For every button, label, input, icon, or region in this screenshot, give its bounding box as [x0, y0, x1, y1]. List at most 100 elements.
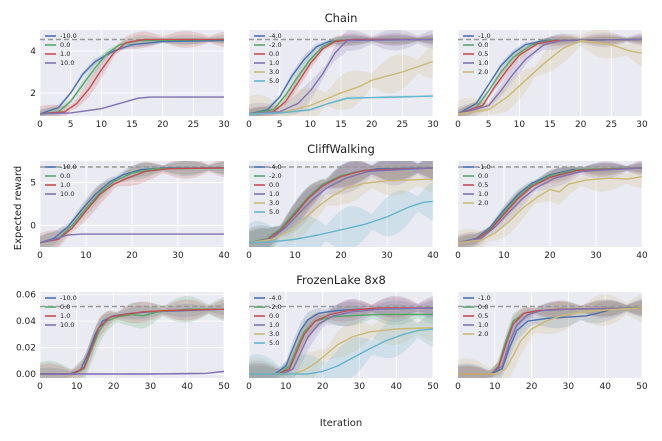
legend-entry: 1.0	[478, 59, 488, 67]
legend-entry: -1.0	[478, 294, 491, 302]
y-tick-label: 4	[30, 47, 36, 57]
x-tick-label: 20	[108, 382, 120, 392]
x-tick-label: 20	[526, 382, 538, 392]
series-line-purple	[249, 38, 433, 115]
series-line-blue	[458, 38, 642, 115]
legend: -10.00.01.010.0	[45, 294, 77, 329]
series-line-cyan	[249, 200, 433, 244]
series-line-green	[249, 38, 433, 115]
legend-entry: 3.0	[269, 68, 279, 76]
subplot-5: 0 10 20 30 40 -1.00.00.51.02.0	[455, 161, 648, 261]
series-line-purple	[249, 307, 433, 375]
x-tick-label: 20	[575, 120, 587, 130]
series-line-cyan	[249, 328, 433, 375]
legend-entry: 0.0	[60, 172, 70, 180]
x-tick-label: 0	[455, 120, 461, 130]
legend-entry: -2.0	[269, 41, 282, 49]
legend-entry: 1.0	[269, 190, 279, 198]
legend: -10.00.01.010.0	[45, 163, 77, 198]
legend: -1.00.00.51.02.0	[463, 294, 491, 338]
legend-entry: 2.0	[478, 199, 488, 207]
x-tick-label: 30	[172, 251, 184, 261]
series-line-purple	[458, 167, 642, 244]
series-line-cyan	[249, 95, 433, 115]
x-tick-label: 30	[354, 382, 366, 392]
x-tick-label: 10	[280, 382, 292, 392]
subplot-6: 0 10 20 30 40 500.000.020.040.06 -10.00.01.010…	[16, 273, 386, 392]
legend-entry: 1.0	[60, 181, 70, 189]
x-tick-label: 30	[563, 382, 575, 392]
x-tick-label: 50	[218, 382, 230, 392]
legend: -4.0-2.00.01.03.05.0	[254, 163, 282, 216]
legend: -4.0-2.00.01.03.05.0	[254, 32, 282, 85]
x-tick-label: 15	[126, 120, 137, 130]
series-line-khaki	[249, 178, 433, 244]
x-tick-label: 25	[606, 120, 617, 130]
x-tick-label: 20	[366, 120, 378, 130]
legend-entry: -1.0	[478, 163, 491, 171]
plot-area	[458, 293, 642, 378]
x-tick-label: 5	[486, 120, 492, 130]
legend-entry: -10.0	[60, 32, 77, 40]
legend: -4.0-2.00.01.03.05.0	[254, 294, 282, 347]
x-tick-label: 0	[37, 120, 43, 130]
legend-entry: 2.0	[478, 330, 488, 338]
x-tick-label: 10	[80, 251, 92, 261]
series-line-blue	[40, 39, 224, 115]
series-line-purple	[458, 38, 642, 115]
series-line-red	[249, 307, 433, 375]
subplot-4: 0 10 20 30 40 -4.0-2.00.01.03.05.0	[246, 161, 439, 261]
band-cyan	[249, 311, 433, 378]
y-tick-label: 2	[30, 89, 36, 99]
x-tick-label: 10	[498, 251, 510, 261]
series-line-purple	[40, 96, 224, 115]
band-cyan	[249, 94, 433, 116]
y-tick-label: 0.02	[16, 344, 36, 354]
series-line-purple	[249, 167, 433, 244]
plot-area	[458, 30, 642, 116]
x-tick-label: 10	[289, 251, 301, 261]
legend-entry: 1.0	[269, 321, 279, 329]
x-tick-label: 0	[37, 251, 43, 261]
y-tick-label: 5	[30, 179, 36, 189]
series-line-red	[40, 38, 224, 115]
x-tick-label: 40	[636, 251, 648, 261]
legend: -1.00.00.51.02.0	[463, 163, 491, 207]
x-tick-label: 40	[390, 382, 402, 392]
plot-area	[40, 31, 224, 116]
plot-area	[40, 161, 224, 247]
band-purple	[249, 161, 433, 247]
legend-entry: 0.5	[478, 181, 488, 189]
legend-entry: -2.0	[269, 172, 282, 180]
legend-entry: 0.0	[269, 50, 279, 58]
x-tick-label: 0	[37, 382, 43, 392]
x-tick-label: 0	[246, 251, 252, 261]
x-tick-label: 0	[246, 382, 252, 392]
x-tick-label: 30	[590, 251, 602, 261]
x-tick-label: 10	[489, 382, 501, 392]
series-line-red	[458, 167, 642, 244]
x-tick-label: 25	[188, 120, 199, 130]
x-tick-label: 50	[427, 382, 439, 392]
legend-entry: 0.0	[478, 41, 488, 49]
x-tick-label: 10	[514, 120, 526, 130]
x-tick-label: 25	[397, 120, 408, 130]
legend-entry: 3.0	[269, 199, 279, 207]
legend-entry: -1.0	[478, 32, 491, 40]
x-tick-label: 30	[636, 120, 648, 130]
legend-entry: 0.0	[269, 312, 279, 320]
subplot-1: 0 5 10 15 20 25 30 -4.0-2.00.01.03.05.0	[246, 30, 439, 130]
series-line-red	[458, 38, 642, 115]
series-line-green	[249, 313, 433, 375]
x-tick-label: 50	[636, 382, 648, 392]
x-tick-label: 40	[218, 251, 230, 261]
band-red	[40, 31, 224, 116]
legend-entry: -4.0	[269, 32, 282, 40]
row-title: CliffWalking	[307, 142, 375, 156]
x-tick-label: 40	[599, 382, 611, 392]
legend-entry: 1.0	[60, 312, 70, 320]
legend-entry: 1.0	[60, 50, 70, 58]
x-tick-label: 30	[427, 120, 439, 130]
legend-entry: 10.0	[60, 321, 74, 329]
